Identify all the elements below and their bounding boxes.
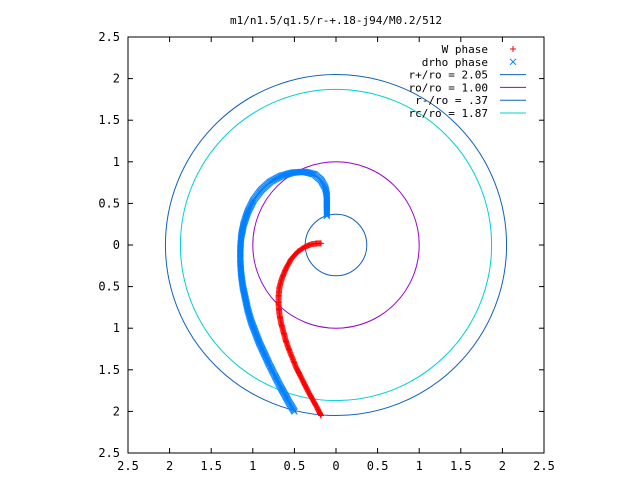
x-tick-label: 1.5 (200, 459, 222, 473)
x-tick-label: 2.5 (533, 459, 555, 473)
x-tick-label: 2 (499, 459, 506, 473)
y-tick-label: 2 (113, 404, 120, 418)
y-tick-label: 1.5 (98, 113, 120, 127)
radius-circle (179, 88, 493, 402)
point-series (236, 168, 331, 415)
point-marker (323, 209, 331, 217)
axis-ticks: 2.5 2 1.5 1 0.5 0 0.5 1 1.5 2 2.52.521.510.500.511… (98, 30, 555, 473)
legend-label: drho phase (422, 56, 488, 69)
x-tick-label: 0.5 (284, 459, 306, 473)
x-tick-label: 1.5 (450, 459, 472, 473)
point-marker (509, 58, 517, 66)
legend-label: rc/ro = 1.87 (409, 107, 488, 120)
y-tick-label: 0 (113, 238, 120, 252)
point-marker (510, 46, 516, 52)
phase-points (236, 168, 331, 419)
chart-title: m1/n1.5/q1.5/r-+.18-j94/M0.2/512 (230, 14, 442, 27)
y-tick-label: 1 (113, 155, 120, 169)
point-marker (323, 211, 331, 218)
y-tick-label: 0.5 (98, 280, 120, 294)
x-tick-label: 0.5 (367, 459, 389, 473)
x-tick-label: 1 (249, 459, 256, 473)
x-tick-label: 2.5 (117, 459, 139, 473)
point-marker (323, 212, 331, 220)
legend-label: r+/ro = 2.05 (409, 69, 488, 82)
x-tick-label: 1 (416, 459, 423, 473)
y-tick-label: 2 (113, 72, 120, 86)
radius-circle (252, 161, 420, 329)
radius-circles (164, 73, 508, 417)
x-tick-label: 2 (166, 459, 173, 473)
legend-label: ro/ro = 1.00 (409, 81, 488, 94)
point-series (275, 240, 325, 419)
legend-label: r-/ro = .37 (415, 94, 488, 107)
point-marker (309, 170, 317, 178)
y-tick-label: 2.5 (98, 446, 120, 460)
x-tick-label: 0 (332, 459, 339, 473)
point-marker (318, 240, 325, 247)
y-tick-label: 1 (113, 321, 120, 335)
y-tick-label: 0.5 (98, 196, 120, 210)
y-tick-label: 1.5 (98, 363, 120, 377)
y-tick-label: 2.5 (98, 30, 120, 44)
radius-circle (164, 73, 508, 417)
legend-label: W phase (442, 43, 488, 56)
